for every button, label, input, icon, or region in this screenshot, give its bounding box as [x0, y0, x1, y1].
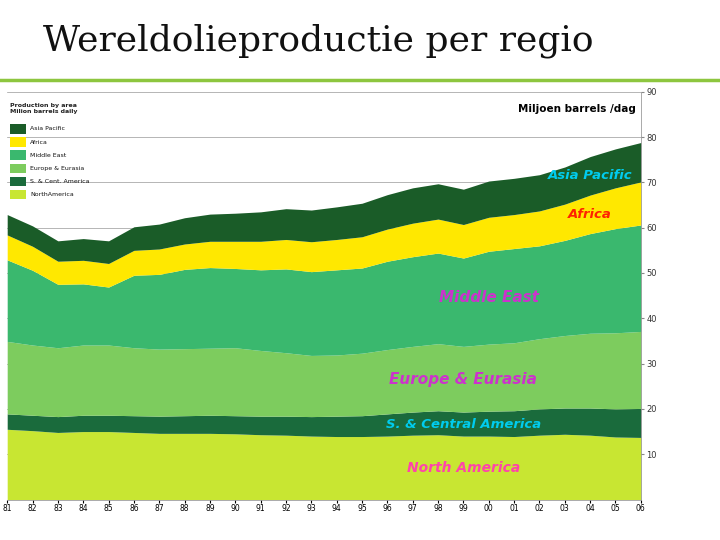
Text: Europe & Eurasia: Europe & Eurasia [30, 166, 84, 171]
Bar [9, 124, 26, 133]
Bar [9, 164, 26, 173]
Text: Africa: Africa [30, 139, 48, 145]
Bar [9, 137, 26, 147]
Text: Europe & Eurasia: Europe & Eurasia [390, 372, 537, 387]
Text: Middle East: Middle East [438, 290, 539, 305]
Text: Middle East: Middle East [30, 153, 66, 158]
Text: Production by area
Milion barrels daily: Production by area Milion barrels daily [9, 103, 77, 114]
Bar [9, 190, 26, 199]
Bar [9, 177, 26, 186]
Text: North America: North America [407, 461, 520, 475]
Text: S. & Central America: S. & Central America [386, 417, 541, 430]
Text: Miljoen barrels /dag: Miljoen barrels /dag [518, 104, 636, 114]
Text: Asia Pacific: Asia Pacific [30, 126, 65, 131]
Text: NorthAmerica: NorthAmerica [30, 192, 73, 197]
Text: Africa: Africa [568, 208, 612, 221]
Text: S. & Cent. America: S. & Cent. America [30, 179, 89, 184]
Bar [9, 151, 26, 160]
Text: Asia Pacific: Asia Pacific [548, 170, 632, 183]
Text: Van 1981 - 2006: Van 1981 - 2006 [290, 516, 430, 530]
Text: Wereldolieproductie per regio: Wereldolieproductie per regio [43, 23, 594, 58]
